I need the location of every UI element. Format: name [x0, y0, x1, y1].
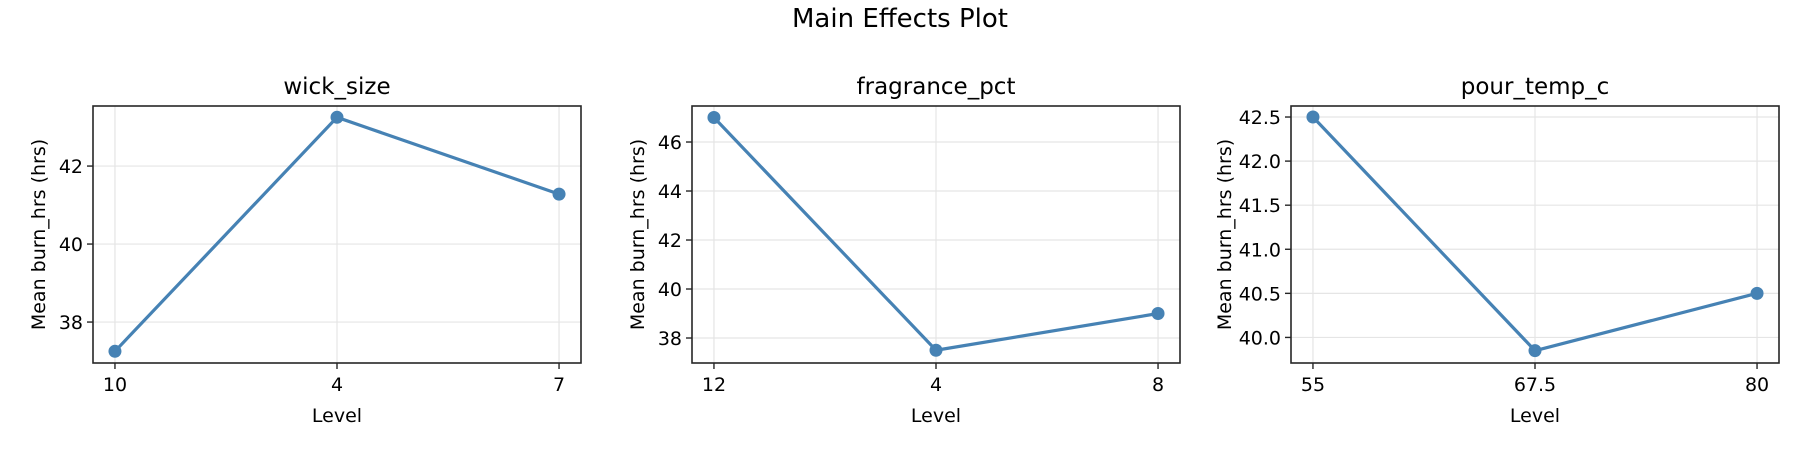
subplot-wick-size: 38 40 42 10 4 7 wick_size Level Mean burn_hrs (h…	[28, 74, 582, 427]
y-tick-label: 41.0	[1239, 239, 1281, 261]
y-tick-label: 42	[658, 230, 682, 252]
data-point-marker	[1306, 110, 1320, 124]
y-tick-label: 40	[59, 234, 83, 256]
data-point-marker	[552, 187, 566, 201]
x-axis-label: Level	[1510, 405, 1560, 427]
data-point-marker	[330, 110, 344, 124]
y-tick-label: 38	[658, 328, 682, 350]
data-point-marker	[1750, 286, 1764, 300]
y-tick-label: 41.5	[1239, 195, 1281, 217]
x-tick-label: 8	[1152, 374, 1164, 396]
data-point-marker	[1151, 307, 1165, 321]
y-tick-label: 38	[59, 312, 83, 334]
x-tick-label: 4	[331, 374, 343, 396]
y-tick-label: 42.5	[1239, 107, 1281, 129]
x-tick-label: 12	[702, 374, 726, 396]
x-tick-label: 55	[1301, 374, 1325, 396]
x-tick-label: 4	[930, 374, 942, 396]
y-tick-label: 40.5	[1239, 283, 1281, 305]
y-axis-label: Mean burn_hrs (hrs)	[627, 139, 649, 330]
data-point-marker	[108, 344, 122, 358]
data-point-marker	[1528, 344, 1542, 358]
y-tick-label: 42	[59, 156, 83, 178]
y-axis-label: Mean burn_hrs (hrs)	[1214, 139, 1236, 330]
y-tick-label: 46	[658, 132, 682, 154]
data-point-marker	[929, 343, 943, 357]
x-tick-label: 7	[553, 374, 565, 396]
subplot-title: wick_size	[283, 74, 390, 100]
y-tick-label: 44	[658, 181, 682, 203]
x-tick-label: 67.5	[1514, 374, 1556, 396]
x-tick-label: 80	[1745, 374, 1769, 396]
x-axis-label: Level	[911, 405, 961, 427]
x-tick-label: 10	[103, 374, 127, 396]
y-tick-label: 40	[658, 279, 682, 301]
y-axis-label: Mean burn_hrs (hrs)	[28, 139, 50, 330]
data-point-marker	[707, 111, 721, 125]
subplot-pour-temp-c: 40.0 40.5 41.0 41.5 42.0 42.5 55 67.5 80 pour_tem…	[1214, 74, 1780, 427]
figure-title: Main Effects Plot	[792, 4, 1008, 34]
y-tick-label: 40.0	[1239, 327, 1281, 349]
subplot-title: fragrance_pct	[857, 74, 1016, 100]
y-tick-label: 42.0	[1239, 151, 1281, 173]
x-axis-label: Level	[312, 405, 362, 427]
subplot-title: pour_temp_c	[1461, 74, 1610, 100]
subplot-fragrance-pct: 38 40 42 44 46 12 4 8 fragrance_pct Level Mean bur…	[627, 74, 1181, 427]
